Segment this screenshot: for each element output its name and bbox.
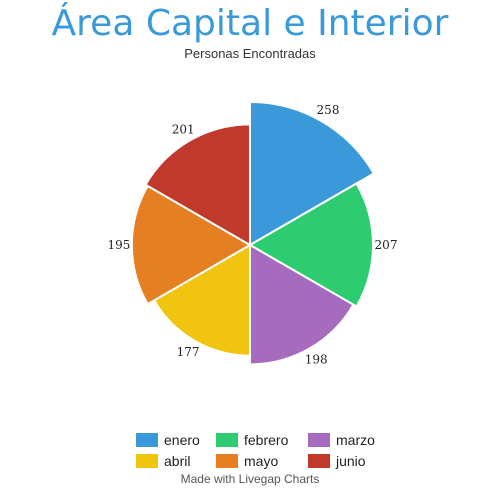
- slice-febrero[interactable]: [248, 182, 375, 308]
- slice-marzo[interactable]: [249, 243, 355, 366]
- legend-swatch: [308, 454, 330, 468]
- legend-label: mayo: [244, 453, 279, 469]
- chart-title: Área Capital e Interior: [51, 3, 449, 44]
- legend-label: febrero: [244, 432, 289, 448]
- legend-swatch: [216, 433, 238, 447]
- legend-item-junio[interactable]: junio: [308, 452, 366, 470]
- legend-item-enero[interactable]: enero: [136, 431, 200, 449]
- legend-label: enero: [164, 432, 200, 448]
- slice-mayo[interactable]: [130, 184, 253, 306]
- legend-label: abril: [164, 453, 191, 469]
- slice-enero[interactable]: [249, 100, 376, 247]
- chart-subtitle: Personas Encontradas: [184, 46, 316, 61]
- value-label-mayo: 195: [107, 238, 130, 252]
- value-label-febrero: 207: [375, 238, 398, 252]
- legend-item-febrero[interactable]: febrero: [216, 431, 288, 449]
- credit-text: Made with Livegap Charts: [180, 472, 320, 486]
- slice-abril[interactable]: [152, 243, 251, 357]
- legend-item-marzo[interactable]: marzo: [308, 431, 375, 449]
- legend-label: marzo: [336, 432, 375, 448]
- slice-junio[interactable]: [144, 123, 251, 247]
- value-label-marzo: 198: [305, 353, 328, 367]
- legend-swatch: [308, 433, 330, 447]
- legend-item-abril[interactable]: abril: [136, 452, 190, 470]
- legend-swatch: [216, 454, 238, 468]
- legend-swatch: [136, 454, 158, 468]
- value-label-enero: 258: [317, 103, 340, 117]
- legend-item-mayo[interactable]: mayo: [216, 452, 278, 470]
- legend-swatch: [136, 433, 158, 447]
- legend-label: junio: [336, 453, 366, 469]
- value-label-abril: 177: [177, 345, 200, 359]
- value-label-junio: 201: [172, 122, 195, 136]
